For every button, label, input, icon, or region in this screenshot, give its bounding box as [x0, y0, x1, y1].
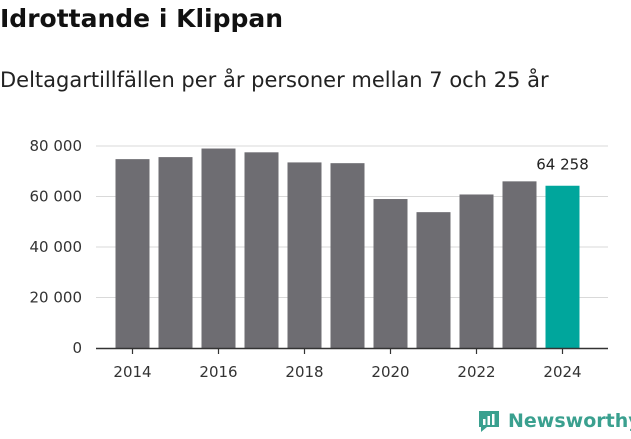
x-tick-label: 2016: [199, 363, 237, 381]
y-tick-label: 40 000: [30, 238, 83, 256]
y-tick-label: 20 000: [30, 289, 83, 307]
x-tick-label: 2014: [113, 363, 151, 381]
chart-subtitle: Deltagartillfällen per år personer mella…: [0, 68, 549, 92]
y-tick-label: 0: [72, 339, 82, 357]
y-tick-label: 60 000: [30, 188, 83, 206]
bar-2024: [545, 185, 580, 348]
bar-2022: [459, 194, 494, 348]
bar-2017: [244, 152, 279, 348]
x-tick-label: 2020: [371, 363, 409, 381]
data-label: 64 258: [536, 156, 589, 174]
bars: [115, 148, 580, 348]
bar-2023: [502, 181, 537, 348]
bar-2021: [416, 212, 451, 348]
bar-2014: [115, 159, 150, 348]
chart-title: Idrottande i Klippan: [0, 4, 284, 33]
x-tick-label: 2024: [543, 363, 581, 381]
bar-2016: [201, 148, 236, 348]
x-tick-label: 2022: [457, 363, 495, 381]
bar-2018: [287, 162, 322, 348]
newsworthy-logo-icon: [479, 411, 499, 432]
bar-2020: [373, 199, 408, 348]
bar-2015: [158, 157, 193, 348]
bar-2019: [330, 163, 365, 348]
y-tick-label: 80 000: [30, 137, 83, 155]
axes: 0 20 000 40 000 60 000 80 000 64 258 2014 2016 2…: [30, 137, 608, 381]
x-tick-label: 2018: [285, 363, 323, 381]
newsworthy-logo-text: Newsworthy: [508, 410, 631, 432]
newsworthy-logo: Newsworthy: [476, 408, 631, 434]
